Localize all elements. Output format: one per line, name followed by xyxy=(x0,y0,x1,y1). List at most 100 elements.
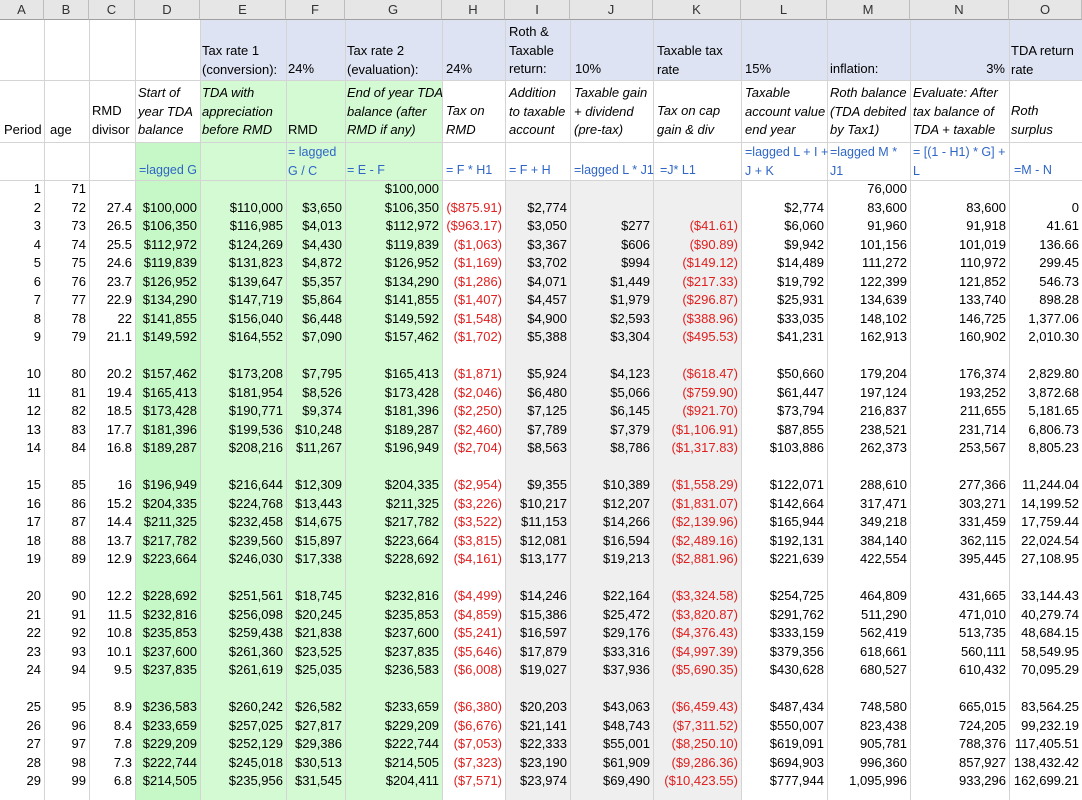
cell-age[interactable]: 74 xyxy=(71,236,86,252)
cell-taxable-gain[interactable]: $22,164 xyxy=(603,588,650,603)
cell-tax-on-cap-gain[interactable]: ($296.87) xyxy=(682,292,738,307)
cell-end-balance[interactable]: $173,428 xyxy=(384,384,439,400)
cell-taxable-gain[interactable]: $69,490 xyxy=(603,773,650,788)
cell-rmd[interactable]: $4,872 xyxy=(302,255,342,270)
cell-rmd[interactable]: $15,897 xyxy=(295,532,342,548)
cell-taxable-value[interactable]: $777,944 xyxy=(769,773,824,788)
cell-roth-balance[interactable]: 134,639 xyxy=(860,292,907,307)
cell-age[interactable]: 72 xyxy=(71,199,86,215)
cell-start-balance[interactable]: $236,583 xyxy=(142,699,197,714)
cell-roth-surplus[interactable]: 0 xyxy=(1071,199,1079,215)
cell-roth-surplus[interactable]: 83,564.25 xyxy=(1021,699,1079,714)
cell-addition-taxable[interactable]: $23,974 xyxy=(520,773,567,788)
cell-tax-on-cap-gain[interactable]: ($1,106.91) xyxy=(671,421,739,437)
cell-taxable-value[interactable]: $61,447 xyxy=(777,384,824,400)
cell-start-balance[interactable]: $173,428 xyxy=(142,403,197,418)
cell-rmd[interactable]: $10,248 xyxy=(295,421,342,437)
cell-start-balance[interactable]: $189,287 xyxy=(142,440,197,455)
cell-tax-on-rmd[interactable]: ($1,063) xyxy=(453,236,502,252)
cell-age[interactable]: 91 xyxy=(71,606,86,622)
cell-taxable-gain[interactable]: $1,449 xyxy=(610,273,650,289)
cell-tda-appreciation[interactable]: $164,552 xyxy=(228,329,283,344)
cell-period[interactable]: 2 xyxy=(33,199,41,215)
cell-taxable-value[interactable]: $33,035 xyxy=(777,310,824,326)
column-header-h[interactable]: H xyxy=(442,0,505,20)
cell-taxable-value[interactable]: $25,931 xyxy=(777,292,824,307)
column-header-n[interactable]: N xyxy=(910,0,1009,20)
cell-addition-taxable[interactable]: $15,386 xyxy=(520,606,567,622)
cell-rmd-divisor[interactable]: 10.8 xyxy=(106,625,132,640)
cell-taxable-gain[interactable]: $14,266 xyxy=(603,514,650,529)
cell-end-balance[interactable]: $237,835 xyxy=(384,643,439,659)
cell-evaluate[interactable]: 91,918 xyxy=(966,218,1006,233)
cell-age[interactable]: 96 xyxy=(71,717,86,733)
cell-evaluate[interactable]: 121,852 xyxy=(959,273,1006,289)
cell-rmd[interactable]: $4,013 xyxy=(302,218,342,233)
cell-taxable-value[interactable]: $6,060 xyxy=(784,218,824,233)
cell-roth-balance[interactable]: 179,204 xyxy=(860,366,907,381)
cell-taxable-value[interactable]: $192,131 xyxy=(769,532,824,548)
cell-rmd-divisor[interactable]: 12.2 xyxy=(106,588,132,603)
cell-age[interactable]: 84 xyxy=(71,440,86,455)
cell-start-balance[interactable]: $126,952 xyxy=(142,273,197,289)
cell-roth-balance[interactable]: 680,527 xyxy=(860,662,907,677)
roth-taxable-return-value[interactable]: 10% xyxy=(575,61,602,76)
cell-evaluate[interactable]: 160,902 xyxy=(959,329,1006,344)
cell-age[interactable]: 88 xyxy=(71,532,86,548)
cell-tax-on-cap-gain[interactable]: ($4,376.43) xyxy=(671,625,739,640)
cell-roth-balance[interactable]: 349,218 xyxy=(860,514,907,529)
cell-tda-appreciation[interactable]: $261,360 xyxy=(228,643,283,659)
cell-taxable-value[interactable]: $41,231 xyxy=(777,329,824,344)
cell-addition-taxable[interactable]: $19,027 xyxy=(520,662,567,677)
cell-rmd[interactable]: $8,526 xyxy=(302,384,342,400)
cell-roth-surplus[interactable]: 546.73 xyxy=(1039,273,1079,289)
cell-rmd-divisor[interactable]: 23.7 xyxy=(106,273,132,289)
cell-roth-surplus[interactable]: 14,199.52 xyxy=(1021,495,1079,511)
cell-evaluate[interactable]: 133,740 xyxy=(959,292,1006,307)
column-header-c[interactable]: C xyxy=(89,0,135,20)
cell-period[interactable]: 9 xyxy=(33,329,41,344)
cell-tax-on-rmd[interactable]: ($4,161) xyxy=(453,551,502,566)
cell-tax-on-cap-gain[interactable]: ($7,311.52) xyxy=(672,717,738,733)
cell-rmd-divisor[interactable]: 17.7 xyxy=(106,421,132,437)
cell-age[interactable]: 71 xyxy=(71,181,86,196)
cell-rmd[interactable]: $5,357 xyxy=(302,273,342,289)
cell-start-balance[interactable]: $211,325 xyxy=(143,514,197,529)
cell-addition-taxable[interactable]: $20,203 xyxy=(520,699,567,714)
cell-tax-on-rmd[interactable]: ($2,954) xyxy=(453,477,502,492)
cell-tda-appreciation[interactable]: $156,040 xyxy=(228,310,283,326)
cell-roth-balance[interactable]: 748,580 xyxy=(860,699,907,714)
cell-tax-on-cap-gain[interactable]: ($618.47) xyxy=(682,366,738,381)
cell-taxable-gain[interactable]: $2,593 xyxy=(610,310,650,326)
cell-tax-on-cap-gain[interactable]: ($5,690.35) xyxy=(671,662,739,677)
cell-addition-taxable[interactable]: $3,050 xyxy=(527,218,567,233)
cell-tda-appreciation[interactable]: $181,954 xyxy=(228,384,283,400)
cell-addition-taxable[interactable]: $4,457 xyxy=(527,292,567,307)
column-header-o[interactable]: O xyxy=(1009,0,1082,20)
cell-roth-surplus[interactable]: 48,684.15 xyxy=(1021,625,1079,640)
cell-end-balance[interactable]: $126,952 xyxy=(384,255,439,270)
cell-end-balance[interactable]: $112,972 xyxy=(385,218,439,233)
cell-tax-on-cap-gain[interactable]: ($3,820.87) xyxy=(671,606,739,622)
cell-tda-appreciation[interactable]: $139,647 xyxy=(228,273,283,289)
cell-evaluate[interactable]: 193,252 xyxy=(959,384,1006,400)
cell-age[interactable]: 73 xyxy=(71,218,86,233)
cell-taxable-value[interactable]: $550,007 xyxy=(769,717,824,733)
cell-tax-on-rmd[interactable]: ($6,676) xyxy=(453,717,502,733)
cell-evaluate[interactable]: 303,271 xyxy=(959,495,1006,511)
cell-addition-taxable[interactable]: $5,388 xyxy=(527,329,567,344)
cell-tda-appreciation[interactable]: $259,438 xyxy=(228,625,283,640)
cell-addition-taxable[interactable]: $7,789 xyxy=(527,421,567,437)
cell-start-balance[interactable]: $106,350 xyxy=(142,218,197,233)
cell-end-balance[interactable]: $165,413 xyxy=(384,366,439,381)
cell-tda-appreciation[interactable]: $147,719 xyxy=(228,292,283,307)
cell-start-balance[interactable]: $223,664 xyxy=(142,551,197,566)
cell-rmd-divisor[interactable]: 24.6 xyxy=(106,255,132,270)
cell-tax-on-rmd[interactable]: ($7,571) xyxy=(453,773,502,788)
cell-evaluate[interactable]: 431,665 xyxy=(959,588,1006,603)
cell-roth-surplus[interactable]: 70,095.29 xyxy=(1021,662,1079,677)
cell-rmd[interactable]: $7,795 xyxy=(302,366,342,381)
cell-evaluate[interactable]: 231,714 xyxy=(959,421,1006,437)
cell-roth-balance[interactable]: 76,000 xyxy=(867,181,907,196)
column-header-b[interactable]: B xyxy=(44,0,89,20)
